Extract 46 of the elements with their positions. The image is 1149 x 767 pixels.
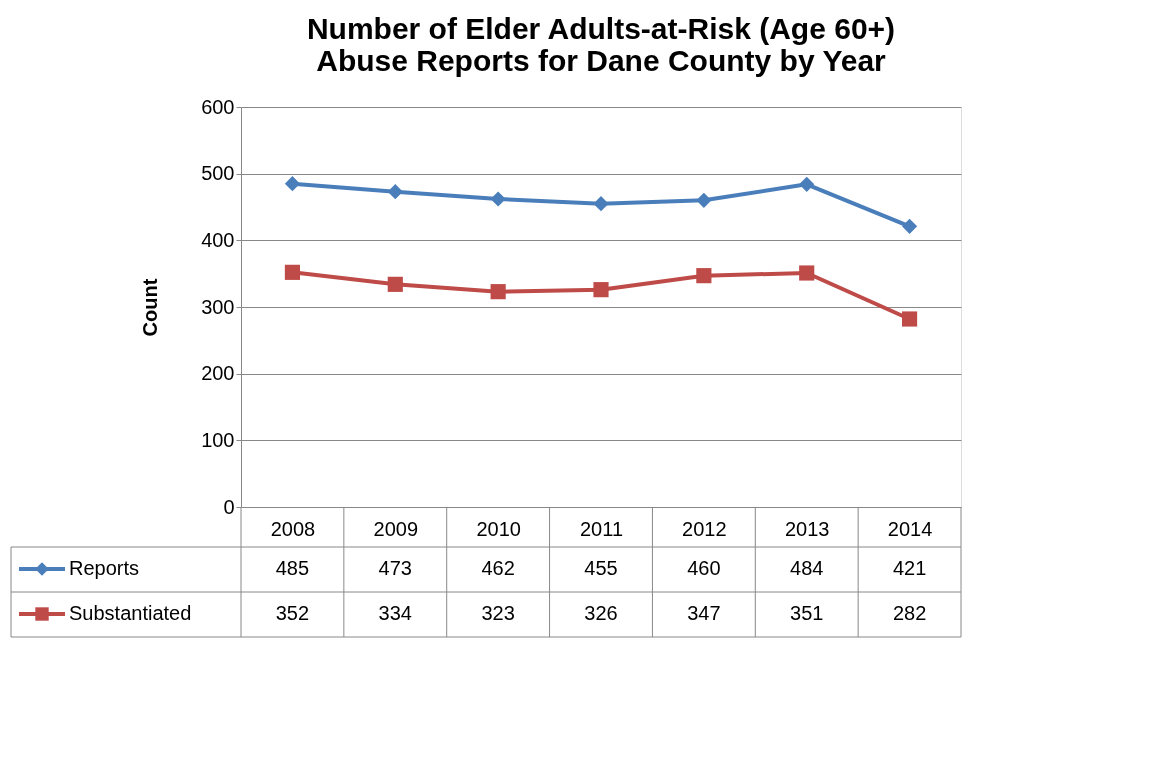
point — [901, 218, 918, 234]
x-tick-label: 2013 — [784, 517, 830, 540]
data-label: 347 — [687, 602, 721, 624]
point — [284, 176, 301, 192]
data-label: 334 — [378, 602, 412, 624]
point — [284, 264, 301, 280]
y-tick-label: 200 — [201, 362, 235, 385]
data-label: 473 — [378, 557, 412, 579]
data-label: 326 — [584, 602, 618, 624]
y-tick-label: 600 — [201, 95, 235, 118]
x-tick-label: 2012 — [682, 517, 727, 540]
point — [387, 184, 403, 200]
point — [490, 284, 506, 300]
data-label: 484 — [790, 557, 824, 579]
data-label: 460 — [687, 557, 721, 579]
x-tick-label: 2009 — [373, 517, 419, 540]
y-tick-label: 0 — [223, 495, 235, 518]
point — [593, 196, 609, 212]
point — [799, 176, 815, 192]
data-label: 421 — [892, 557, 927, 579]
y-axis-title: Count — [139, 278, 162, 337]
y-tick-label: 300 — [201, 295, 235, 318]
legend-label: Reports — [69, 557, 140, 579]
point — [387, 276, 403, 292]
x-tick-label: 2010 — [476, 517, 521, 540]
data-label: 351 — [790, 602, 824, 624]
point — [696, 268, 712, 284]
y-tick-label: 100 — [201, 428, 235, 451]
data-label: 323 — [481, 602, 515, 624]
y-tick-label: 400 — [201, 228, 235, 251]
point — [593, 282, 609, 298]
data-label: 485 — [275, 557, 310, 579]
data-label: 455 — [584, 557, 618, 579]
point — [490, 191, 506, 207]
point — [696, 192, 712, 208]
y-tick-label: 500 — [201, 162, 235, 185]
x-tick-label: 2011 — [579, 517, 624, 540]
data-label: 282 — [892, 602, 927, 624]
chart-title: Number of Elder Adults-at-Risk (Age 60+) Abuse Reports for Dane County by Year — [306, 12, 896, 77]
x-tick-label: 2014 — [887, 517, 933, 540]
legend-label: Substantiated — [69, 602, 192, 624]
data-label: 462 — [481, 557, 515, 579]
x-tick-label: 2008 — [270, 517, 316, 540]
point — [799, 265, 815, 281]
data-label: 352 — [275, 602, 310, 624]
point — [901, 311, 918, 327]
